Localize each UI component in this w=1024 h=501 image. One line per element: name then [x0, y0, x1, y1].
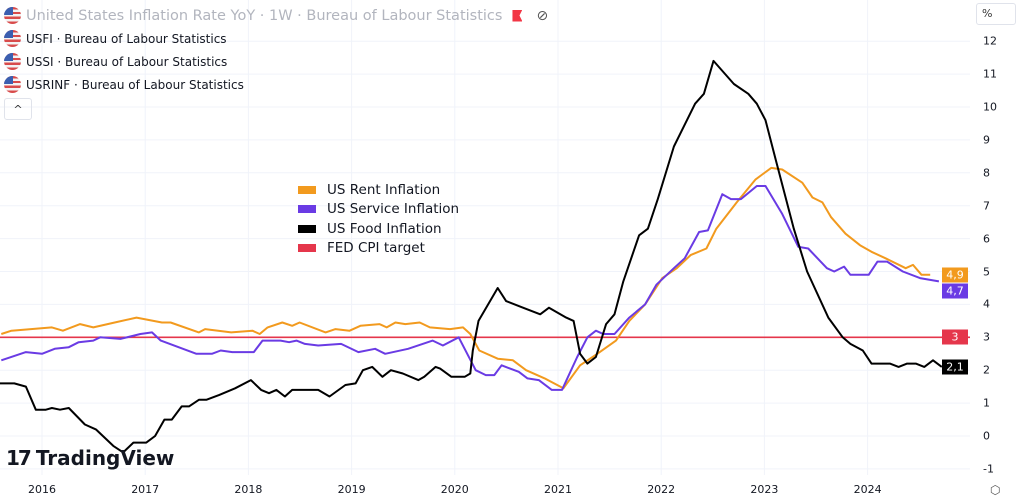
price-label-food: 2,1 [942, 359, 968, 375]
tradingview-logo[interactable]: 17 TradingView [6, 446, 174, 470]
y-tick-label: 3 [983, 330, 990, 344]
price-label-target: 3 [942, 329, 968, 345]
series-row-usrinf[interactable]: USRINF · Bureau of Labour Statistics [4, 73, 548, 96]
series-rent-line [0, 166, 931, 390]
y-tick-label: -1 [983, 462, 994, 476]
legend-swatch [298, 244, 316, 253]
grid [0, 0, 970, 475]
logo-mark: 17 [6, 446, 32, 470]
x-tick-label: 2024 [853, 483, 882, 496]
legend-swatch [298, 224, 316, 233]
series-label: USSI · Bureau of Labour Statistics [26, 54, 228, 69]
x-tick-label: 2017 [131, 483, 160, 496]
legend-label: US Rent Inflation [327, 181, 441, 198]
logo-text: TradingView [35, 446, 175, 470]
y-tick-label: 8 [983, 166, 990, 180]
y-tick-label: 10 [983, 100, 997, 114]
price-label-rent: 4,9 [942, 267, 968, 283]
x-tick-label: 2023 [750, 483, 779, 496]
y-tick-label: 9 [983, 133, 990, 147]
x-tick-label: 2018 [234, 483, 263, 496]
legend-item-food: US Food Inflation [298, 219, 459, 239]
y-tick-label: 5 [983, 265, 990, 278]
y-tick-label: 2 [983, 363, 990, 377]
chart-legend: US Rent Inflation US Service Inflation U… [298, 180, 459, 258]
series-lines [0, 59, 970, 454]
legend-label: US Service Inflation [327, 201, 460, 218]
axis-unit-button[interactable]: % [976, 3, 1016, 25]
x-tick-label: 2022 [647, 483, 676, 496]
x-tick-label: 2016 [28, 483, 56, 496]
y-tick-label: 0 [983, 429, 990, 443]
legend-item-target: FED CPI target [298, 239, 459, 259]
x-tick-label: 2021 [544, 483, 572, 496]
series-service-line [0, 185, 940, 391]
us-flag-icon [4, 30, 21, 47]
main-series-row[interactable]: United States Inflation Rate YoY · 1W · … [4, 4, 548, 27]
series-label: USFI · Bureau of Labour Statistics [26, 31, 227, 46]
series-legend: United States Inflation Rate YoY · 1W · … [4, 4, 548, 120]
series-food-line [0, 59, 943, 454]
y-tick-label: 12 [983, 34, 997, 48]
y-tick-label: 4 [983, 297, 990, 311]
us-flag-icon [4, 53, 21, 70]
legend-item-service: US Service Inflation [298, 200, 459, 220]
eye-off-icon[interactable]: ⊘ [536, 7, 549, 24]
legend-item-rent: US Rent Inflation [298, 180, 459, 200]
price-label-service: 4,7 [942, 283, 968, 299]
y-tick-label: 7 [983, 199, 990, 213]
y-tick-label: 11 [983, 67, 997, 81]
y-tick-label: 1 [983, 396, 990, 410]
us-flag-icon [4, 76, 21, 93]
legend-swatch [298, 205, 316, 214]
chevron-up-icon: ^ [13, 102, 23, 116]
legend-swatch [298, 185, 316, 194]
series-row-usfi[interactable]: USFI · Bureau of Labour Statistics [4, 27, 548, 50]
legend-label: US Food Inflation [327, 220, 442, 237]
series-label: USRINF · Bureau of Labour Statistics [26, 77, 244, 92]
us-flag-icon [4, 7, 21, 24]
x-tick-label: 2020 [440, 483, 469, 496]
unit-label: % [982, 7, 993, 20]
series-row-ussi[interactable]: USSI · Bureau of Labour Statistics [4, 50, 548, 73]
settings-icon[interactable]: ⬡ [990, 483, 1001, 497]
main-series-title: United States Inflation Rate YoY · 1W · … [26, 7, 503, 24]
x-tick-label: 2019 [337, 483, 366, 496]
y-tick-label: 6 [983, 232, 990, 246]
legend-label: FED CPI target [327, 240, 425, 257]
collapse-legend-button[interactable]: ^ [4, 98, 32, 120]
red-flag-icon[interactable] [512, 9, 523, 22]
